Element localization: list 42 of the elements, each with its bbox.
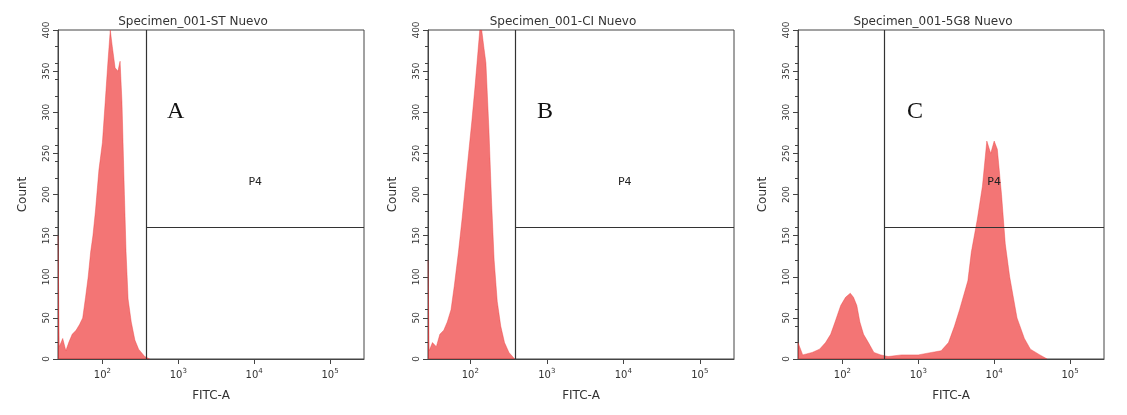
x-axis-title: FITC-A bbox=[932, 388, 971, 402]
chart-title: Specimen_001-5G8 Nuevo bbox=[853, 14, 1013, 28]
y-tick-label: 50 bbox=[780, 311, 791, 324]
y-tick-label: 100 bbox=[410, 267, 421, 286]
y-tick-label: 0 bbox=[410, 355, 421, 362]
y-tick-label: 250 bbox=[780, 144, 791, 162]
ref-line-label: P4 bbox=[987, 175, 1001, 189]
y-tick-label: 400 bbox=[780, 21, 791, 39]
y-tick-label: 150 bbox=[40, 226, 51, 245]
annotation: C bbox=[907, 97, 924, 123]
ref-line-label: P4 bbox=[248, 175, 263, 189]
y-tick-label: 150 bbox=[780, 226, 791, 245]
y-tick-label: 0 bbox=[40, 355, 51, 362]
ref-line-label: P4 bbox=[617, 175, 632, 189]
chart-title: Specimen_001-CI Nuevo bbox=[489, 14, 637, 28]
y-tick-label: 200 bbox=[780, 185, 791, 204]
y-tick-label: 300 bbox=[40, 103, 51, 121]
y-tick-label: 100 bbox=[780, 267, 791, 286]
y-tick-label: 200 bbox=[410, 185, 421, 204]
y-tick-label: 350 bbox=[40, 62, 51, 80]
y-tick-label: 100 bbox=[40, 267, 51, 286]
annotation: B bbox=[537, 97, 554, 123]
y-tick-label: 400 bbox=[40, 21, 51, 39]
chart-title: Specimen_001-ST Nuevo bbox=[118, 14, 268, 28]
y-tick-label: 50 bbox=[410, 311, 421, 324]
y-tick-label: 400 bbox=[410, 21, 421, 39]
y-tick-label: 200 bbox=[40, 185, 51, 204]
y-tick-label: 50 bbox=[40, 311, 51, 324]
y-tick-label: 300 bbox=[780, 103, 791, 121]
y-tick-label: 300 bbox=[410, 103, 421, 121]
y-axis-title: Count bbox=[755, 176, 769, 213]
y-tick-label: 350 bbox=[780, 62, 791, 80]
y-axis-title: Count bbox=[385, 176, 399, 213]
y-tick-label: 250 bbox=[410, 144, 421, 162]
y-axis-title: Count bbox=[15, 176, 29, 213]
x-axis-title: FITC-A bbox=[562, 388, 601, 402]
y-tick-label: 150 bbox=[410, 226, 421, 245]
x-axis-title: FITC-A bbox=[192, 388, 231, 402]
y-tick-label: 0 bbox=[780, 355, 791, 362]
y-tick-label: 250 bbox=[40, 144, 51, 162]
y-tick-label: 350 bbox=[410, 62, 421, 80]
annotation: A bbox=[167, 97, 186, 123]
